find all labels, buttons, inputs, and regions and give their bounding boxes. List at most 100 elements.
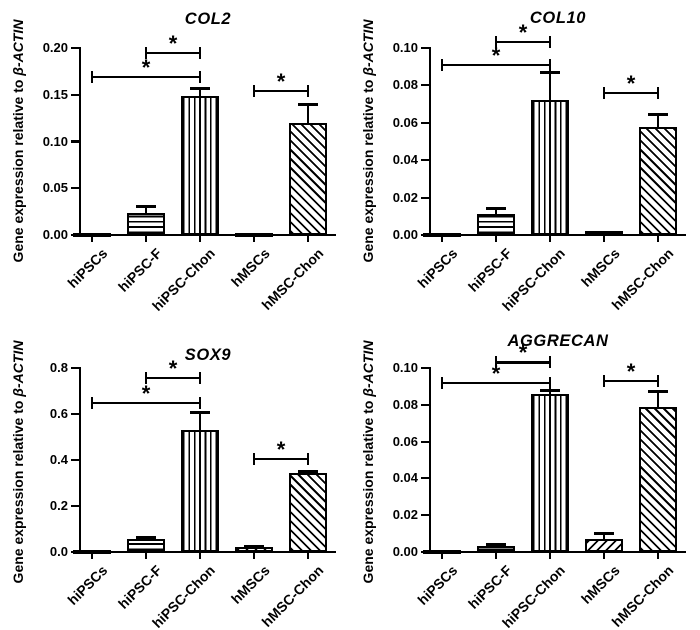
error-bar-cap-hmsc-chon bbox=[298, 470, 318, 473]
significance-asterisk: * bbox=[626, 358, 636, 384]
plot-area-aggrecan: 0.00 0.02 0.04 0.06 0.08 0.10 hiPSCs hiPSC-F hiP… bbox=[350, 315, 700, 630]
y-tick bbox=[71, 504, 79, 508]
error-bar-stem-hmscs bbox=[602, 533, 606, 540]
chart-title-aggrecan: AGGRECAN bbox=[507, 332, 609, 350]
error-bar-cap-hmscs bbox=[594, 532, 614, 536]
plot-area-col2: 0.00 0.05 0.10 0.15 0.20 hiPSCs hiPSC-F hiPSC-C… bbox=[0, 0, 350, 315]
significance-bracket-end bbox=[494, 36, 498, 49]
y-axis bbox=[429, 47, 432, 236]
x-axis bbox=[429, 233, 686, 237]
significance-bracket bbox=[603, 91, 659, 94]
significance-asterisk: * bbox=[518, 20, 528, 46]
x-tick bbox=[548, 553, 552, 559]
bar-hipsc-chon bbox=[181, 430, 219, 552]
significance-bracket-end bbox=[306, 453, 310, 466]
error-bar-cap-hipsc-chon bbox=[540, 70, 560, 74]
plot-area-col10: 0.00 0.02 0.04 0.06 0.08 0.10 hiPSCs hiPSC-F hiP… bbox=[350, 0, 700, 315]
significance-bracket bbox=[441, 63, 551, 66]
significance-bracket bbox=[91, 75, 201, 79]
significance-bracket-end bbox=[548, 36, 552, 49]
significance-bracket-end bbox=[440, 376, 444, 389]
error-bar-cap-hmsc-chon bbox=[648, 112, 668, 116]
significance-bracket-end bbox=[198, 46, 202, 59]
significance-bracket-end bbox=[90, 70, 94, 83]
y-tick-label: 0.05 bbox=[42, 180, 68, 196]
error-bar-cap-hipsc-chon bbox=[190, 86, 210, 90]
error-bar-stem-hmsc-chon bbox=[656, 391, 660, 407]
bar-hipsc-f bbox=[477, 214, 515, 235]
y-tick bbox=[71, 233, 79, 237]
significance-asterisk: * bbox=[518, 340, 528, 366]
significance-bracket-end bbox=[494, 356, 498, 369]
chart-title-col10: COL10 bbox=[529, 9, 587, 27]
y-tick-label: 0.04 bbox=[392, 152, 418, 168]
x-category-label: hiPSCs bbox=[64, 562, 111, 608]
error-bar-cap-hipsc-chon bbox=[190, 411, 210, 415]
y-tick-label: 0.15 bbox=[42, 86, 68, 102]
significance-bracket-end bbox=[252, 85, 256, 97]
y-tick-label: 0.8 bbox=[49, 360, 68, 375]
error-bar-stem-hipsc-chon bbox=[548, 390, 552, 394]
significance-bracket bbox=[603, 379, 659, 382]
x-tick bbox=[90, 236, 94, 242]
significance-asterisk: * bbox=[491, 42, 501, 68]
plot-area-sox9: 0.0 0.2 0.4 0.6 0.8 hiPSCs hiPSC-F hiPSC-Chon hM… bbox=[0, 315, 350, 630]
significance-bracket-end bbox=[198, 371, 202, 384]
x-tick bbox=[306, 236, 310, 242]
y-tick bbox=[71, 550, 79, 554]
x-tick bbox=[198, 236, 202, 242]
error-bar-stem-hipsc-chon bbox=[198, 412, 202, 431]
y-tick bbox=[421, 477, 429, 480]
y-tick-label: 0.06 bbox=[392, 433, 418, 449]
y-tick bbox=[421, 403, 429, 406]
y-tick bbox=[421, 121, 429, 124]
significance-asterisk: * bbox=[276, 69, 286, 94]
y-tick bbox=[71, 412, 79, 416]
y-tick-label: 0.06 bbox=[392, 114, 418, 130]
x-tick bbox=[494, 236, 498, 242]
bar-hipsc-chon bbox=[181, 95, 219, 235]
y-tick bbox=[421, 46, 429, 50]
significance-bracket bbox=[145, 376, 201, 379]
x-category-label: hiPSC-F bbox=[114, 245, 165, 295]
significance-bracket bbox=[495, 41, 551, 44]
panel-sox9: SOX9 Gene expression relative to β-ACTIN… bbox=[0, 315, 350, 630]
x-category-label: hMSCs bbox=[227, 562, 273, 607]
x-category-label: hiPSC-F bbox=[464, 562, 515, 612]
significance-bracket-end bbox=[440, 58, 444, 71]
y-tick-label: 0.00 bbox=[392, 227, 418, 242]
y-axis bbox=[79, 47, 82, 236]
x-tick bbox=[198, 553, 202, 559]
chart-title-col2: COL2 bbox=[184, 10, 232, 28]
significance-bracket-end bbox=[198, 396, 202, 409]
y-axis bbox=[79, 367, 82, 553]
y-tick bbox=[421, 366, 429, 370]
error-bar-cap-hipsc-f bbox=[486, 207, 506, 211]
panel-col2: COL2 Gene expression relative to β-ACTIN… bbox=[0, 0, 350, 315]
y-tick-label: 0.00 bbox=[392, 544, 418, 559]
error-bar-cap-hipsc-f bbox=[136, 536, 156, 539]
x-tick bbox=[144, 553, 148, 559]
x-category-label: hMSCs bbox=[577, 245, 623, 290]
y-tick-label: 0.0 bbox=[49, 544, 68, 559]
x-category-label: hMSCs bbox=[227, 245, 273, 290]
significance-asterisk: * bbox=[141, 380, 151, 406]
significance-asterisk: * bbox=[168, 30, 178, 56]
error-bar-cap-hipsc-chon bbox=[540, 388, 560, 392]
significance-bracket bbox=[145, 51, 201, 54]
significance-bracket-end bbox=[602, 374, 606, 387]
y-tick bbox=[421, 233, 429, 237]
x-tick bbox=[306, 553, 310, 559]
error-bar-stem-hipsc-f bbox=[144, 206, 148, 214]
x-category-label: hiPSCs bbox=[414, 562, 461, 608]
x-tick bbox=[144, 236, 148, 242]
significance-bracket bbox=[495, 361, 551, 364]
x-tick bbox=[90, 553, 94, 559]
significance-bracket bbox=[253, 89, 309, 93]
significance-bracket-end bbox=[548, 58, 552, 71]
y-tick bbox=[71, 140, 79, 143]
error-bar-stem-hipsc-chon bbox=[548, 72, 552, 101]
significance-bracket bbox=[91, 401, 201, 405]
significance-bracket-end bbox=[656, 86, 660, 99]
panel-col10: COL10 Gene expression relative to β-ACTI… bbox=[350, 0, 700, 315]
